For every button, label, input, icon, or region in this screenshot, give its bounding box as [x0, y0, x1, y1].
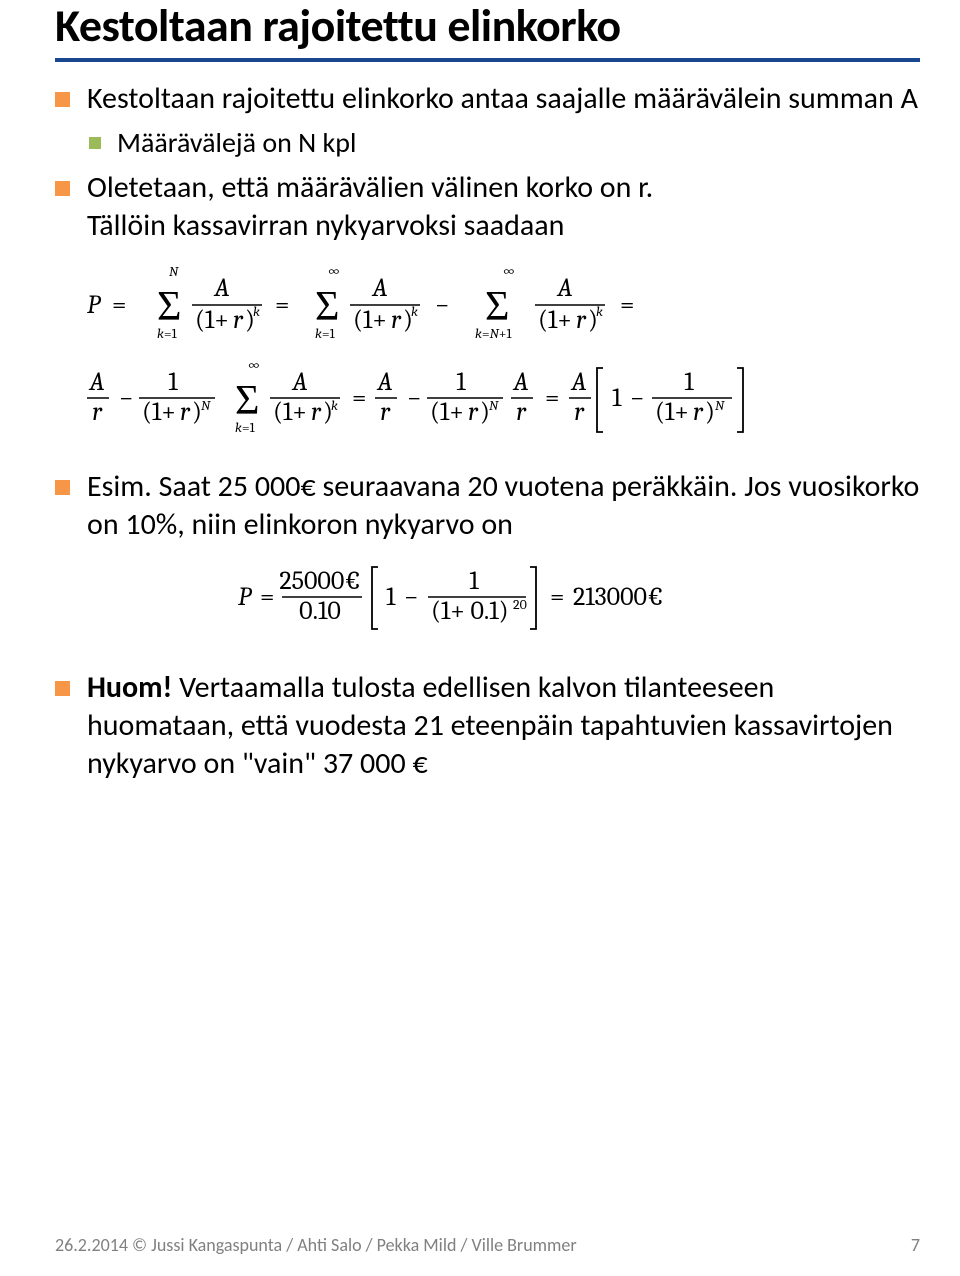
sub-bullet-1: Määrävälejä on N kpl — [87, 125, 920, 161]
svg-text:1: 1 — [469, 566, 479, 596]
svg-text:−: − — [630, 383, 644, 413]
svg-text:(1+ 0.1): (1+ 0.1) — [431, 596, 509, 626]
svg-text:A: A — [512, 367, 528, 397]
svg-text:A: A — [291, 367, 307, 397]
svg-text:r: r — [468, 397, 479, 427]
svg-text:): ) — [705, 397, 715, 427]
svg-text:r: r — [92, 397, 103, 427]
svg-text:r: r — [574, 397, 585, 427]
svg-text:r: r — [516, 397, 527, 427]
svg-text:1: 1 — [684, 367, 694, 397]
svg-text:=: = — [545, 383, 559, 413]
svg-text:r: r — [311, 397, 322, 427]
svg-text:(1+: (1+ — [538, 305, 572, 335]
bullet-1: Kestoltaan rajoitettu elinkorko antaa sa… — [55, 80, 920, 161]
bullet-2-cont: Tällöin kassavirran nykyarvoksi saadaan — [87, 207, 564, 244]
sub-list-1: Määrävälejä on N kpl — [87, 125, 920, 161]
svg-text:(1+: (1+ — [430, 397, 464, 427]
svg-text:r: r — [576, 305, 587, 335]
svg-text:20: 20 — [513, 596, 527, 613]
svg-text:k=1: k=1 — [235, 419, 256, 436]
svg-text:N: N — [169, 263, 179, 280]
svg-text:1: 1 — [386, 582, 396, 612]
bullet-4: Huom! Vertaamalla tulosta edellisen kalv… — [55, 669, 920, 784]
svg-text:−: − — [407, 383, 421, 413]
svg-text:A: A — [371, 273, 387, 303]
slide: Kestoltaan rajoitettu elinkorko Kestolta… — [0, 0, 960, 1276]
svg-text:1: 1 — [168, 367, 178, 397]
page-number: 7 — [911, 1234, 920, 1256]
page-title: Kestoltaan rajoitettu elinkorko — [55, 0, 920, 50]
svg-text:r: r — [391, 305, 402, 335]
formula-svg-1: Σ P = N k=1 A (1+r) k = ∞ k=1 — [87, 258, 927, 448]
svg-text:(1+: (1+ — [142, 397, 176, 427]
svg-text:r: r — [693, 397, 704, 427]
svg-text:(1+: (1+ — [655, 397, 689, 427]
svg-text:N: N — [201, 397, 211, 414]
bullet-4-strong: Huom! — [87, 669, 172, 706]
bullet-2-text: Oletetaan, että määrävälien välinen kork… — [87, 169, 653, 206]
svg-text:1: 1 — [456, 367, 466, 397]
content-list: Kestoltaan rajoitettu elinkorko antaa sa… — [55, 80, 920, 246]
svg-text:k: k — [253, 303, 260, 320]
svg-text:−: − — [404, 582, 418, 612]
svg-text:N: N — [489, 397, 499, 414]
formula-svg-2: P = 25000€ 0.10 1 − 1 (1+ 0.1) 20 = 2130… — [238, 559, 738, 639]
bullet-1-text: Kestoltaan rajoitettu elinkorko antaa sa… — [87, 80, 918, 117]
svg-text:k: k — [411, 303, 418, 320]
bullet-2: Oletetaan, että määrävälien välinen kork… — [55, 169, 920, 246]
svg-text:=: = — [275, 290, 289, 320]
svg-text:∞: ∞ — [247, 356, 261, 374]
svg-text:k=1: k=1 — [315, 325, 336, 342]
svg-text:∞: ∞ — [502, 262, 516, 280]
svg-text:r: r — [233, 305, 244, 335]
footer: 26.2.2014 © Jussi Kangaspunta / Ahti Sal… — [55, 1234, 920, 1256]
svg-text:P: P — [87, 290, 102, 320]
bullet-4-rest: Vertaamalla tulosta edellisen kalvon til… — [87, 669, 893, 783]
svg-text:r: r — [180, 397, 191, 427]
footer-left: 26.2.2014 © Jussi Kangaspunta / Ahti Sal… — [55, 1234, 577, 1256]
svg-text:k=1: k=1 — [157, 325, 178, 342]
svg-text:213000€: 213000€ — [573, 582, 663, 612]
svg-text:N: N — [715, 397, 725, 414]
svg-text:=: = — [352, 383, 366, 413]
bullet-3: Esim. Saat 25 000€ seuraavana 20 vuotena… — [55, 468, 920, 545]
svg-text:(1+: (1+ — [353, 305, 387, 335]
svg-text:1: 1 — [612, 383, 622, 413]
svg-text:=: = — [620, 290, 634, 320]
svg-text:P: P — [238, 582, 253, 612]
title-underline — [55, 58, 920, 62]
svg-text:r: r — [380, 397, 391, 427]
svg-text:A: A — [556, 273, 572, 303]
svg-text:(1+: (1+ — [273, 397, 307, 427]
svg-text:=: = — [112, 290, 126, 320]
svg-text:k: k — [331, 397, 338, 414]
svg-text:k: k — [596, 303, 603, 320]
svg-text:∞: ∞ — [327, 262, 341, 280]
svg-text:0.10: 0.10 — [299, 596, 341, 626]
svg-text:−: − — [435, 290, 449, 320]
svg-text:A: A — [213, 273, 229, 303]
svg-text:A: A — [570, 367, 586, 397]
formula-pv-derivation: Σ P = N k=1 A (1+r) k = ∞ k=1 — [55, 258, 920, 448]
svg-text:=: = — [260, 582, 274, 612]
content-list-2: Esim. Saat 25 000€ seuraavana 20 vuotena… — [55, 468, 920, 545]
svg-text:A: A — [88, 367, 104, 397]
svg-text:25000€: 25000€ — [279, 566, 360, 596]
svg-text:(1+: (1+ — [195, 305, 229, 335]
formula-numeric-example: P = 25000€ 0.10 1 − 1 (1+ 0.1) 20 = 2130… — [55, 559, 920, 639]
svg-text:k=N+1: k=N+1 — [475, 325, 513, 342]
svg-text:A: A — [376, 367, 392, 397]
svg-text:=: = — [550, 582, 564, 612]
content-list-3: Huom! Vertaamalla tulosta edellisen kalv… — [55, 669, 920, 784]
svg-text:−: − — [119, 383, 133, 413]
